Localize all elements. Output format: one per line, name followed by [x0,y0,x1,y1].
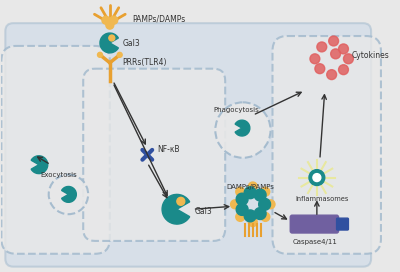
Circle shape [215,102,270,158]
Wedge shape [31,156,48,174]
FancyBboxPatch shape [336,218,348,230]
Circle shape [315,64,325,74]
Text: Inflammasomes: Inflammasomes [295,196,348,202]
Wedge shape [236,193,248,205]
Circle shape [309,170,325,186]
Circle shape [248,218,257,227]
Wedge shape [254,208,266,220]
Circle shape [261,187,270,196]
Wedge shape [254,189,266,201]
Circle shape [313,174,321,181]
FancyBboxPatch shape [83,69,225,241]
Circle shape [329,36,338,46]
Text: NF-κB: NF-κB [157,145,180,154]
Circle shape [102,16,110,24]
Circle shape [177,197,185,205]
Circle shape [266,200,275,209]
Circle shape [98,52,102,57]
Circle shape [338,44,348,54]
Circle shape [344,54,353,64]
Wedge shape [235,120,250,136]
FancyBboxPatch shape [272,36,381,254]
Text: Cytokines: Cytokines [351,51,389,60]
Circle shape [338,65,348,75]
Circle shape [327,70,336,80]
Text: Gal3: Gal3 [195,207,212,216]
Circle shape [261,212,270,221]
Wedge shape [100,33,118,53]
Wedge shape [62,187,76,202]
Wedge shape [236,203,248,215]
Circle shape [236,212,245,221]
Text: PAMPs/DAMPs: PAMPs/DAMPs [132,15,186,24]
Circle shape [109,35,115,41]
Text: Gal3: Gal3 [123,39,140,48]
FancyBboxPatch shape [290,215,338,233]
Circle shape [106,21,114,29]
Circle shape [310,54,320,64]
Wedge shape [259,198,270,210]
Wedge shape [244,187,256,199]
Text: Phagocytosis: Phagocytosis [213,107,259,113]
Text: PRRs(TLR4): PRRs(TLR4) [123,58,167,67]
Circle shape [317,42,327,52]
Circle shape [49,175,88,214]
FancyBboxPatch shape [5,23,371,267]
Circle shape [110,16,118,24]
Text: DAMPs/PAMPs: DAMPs/PAMPs [226,184,274,190]
FancyBboxPatch shape [1,46,110,254]
Circle shape [236,187,245,196]
Circle shape [248,182,257,191]
Wedge shape [162,194,190,224]
Circle shape [331,49,340,59]
Text: Exocytosis: Exocytosis [41,172,78,178]
Text: Caspase4/11: Caspase4/11 [292,239,337,245]
Circle shape [231,200,240,209]
Wedge shape [244,210,256,222]
Circle shape [117,52,122,57]
